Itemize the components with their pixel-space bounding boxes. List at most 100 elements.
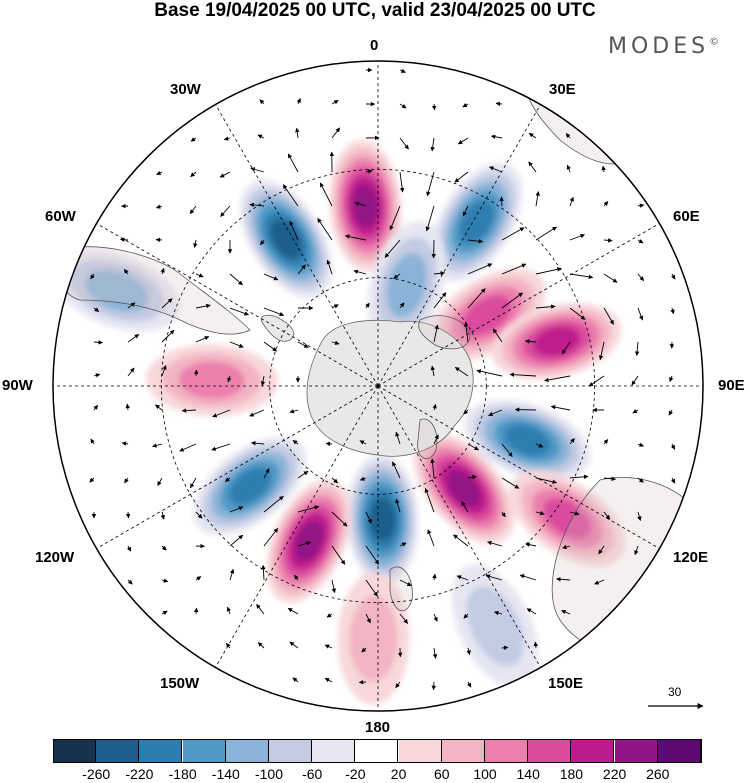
wind-arrow (325, 441, 333, 447)
colorbar-tick-label: 260 (646, 766, 670, 782)
wind-arrow (225, 642, 231, 649)
wind-arrow (462, 205, 469, 217)
wind-arrow (603, 476, 617, 482)
wind-arrow (365, 613, 371, 624)
colorbar-swatch (398, 739, 442, 763)
colorbar-swatch (312, 739, 356, 763)
wind-arrow (603, 307, 614, 325)
wind-arrow (287, 153, 299, 173)
wind-arrow (160, 267, 165, 275)
wind-arrow (250, 167, 265, 173)
colorbar (53, 739, 701, 763)
colorbar-swatch (96, 739, 140, 763)
wind-arrow (190, 171, 197, 178)
wind-arrow (501, 477, 520, 489)
wind-arrow (433, 324, 439, 343)
wind-arrow (219, 171, 231, 178)
wind-arrow (195, 303, 211, 309)
wind-arrow (127, 367, 135, 377)
wind-arrow (463, 409, 469, 415)
wind-arrow (326, 259, 333, 275)
wind-arrow (461, 501, 469, 513)
wind-arrow (671, 273, 676, 280)
meridian-line (96, 223, 379, 387)
wind-arrow (637, 307, 644, 321)
wind-arrow (365, 545, 380, 565)
wind-arrow (454, 366, 469, 377)
wind-arrow (211, 443, 231, 451)
wind-arrow (161, 545, 167, 551)
wind-arrow (490, 134, 503, 139)
wind-arrow (463, 322, 469, 343)
wind-arrow (223, 136, 231, 141)
wind-arrow (569, 474, 589, 480)
anomaly-13-level-2 (85, 269, 149, 312)
wind-arrow (528, 161, 537, 173)
wind-arrow (127, 579, 133, 585)
colorbar-outline (53, 739, 702, 763)
wind-arrow (282, 184, 299, 207)
wind-arrow (499, 196, 504, 207)
wind-arrow (603, 238, 613, 243)
wind-arrow (399, 579, 412, 587)
wind-arrow (263, 468, 270, 479)
colorbar-swatch (441, 739, 485, 763)
wind-arrow (569, 307, 586, 320)
wind-arrow (519, 574, 537, 581)
wind-arrow (430, 458, 435, 479)
wind-arrow (361, 647, 367, 653)
wind-arrow (155, 237, 163, 243)
wind-arrow (462, 103, 469, 108)
wind-arrow (535, 226, 557, 241)
wind-arrow (297, 470, 309, 479)
lon-label-30e: 30E (549, 81, 576, 98)
wind-arrow (156, 170, 163, 176)
wind-arrow (467, 288, 486, 309)
colorbar-swatch (225, 739, 269, 763)
wind-arrow (297, 541, 312, 547)
anomaly-7-level-3 (543, 498, 592, 539)
wind-arrow (359, 440, 367, 445)
lon-label-180: 180 (365, 719, 391, 736)
wind-arrow (430, 365, 436, 377)
wind-arrow (424, 487, 435, 513)
wind-arrow (263, 341, 278, 352)
wind-arrow (229, 534, 244, 547)
map-border (52, 60, 704, 712)
wind-arrow (501, 292, 524, 309)
colorbar-tick-label: -60 (302, 766, 323, 782)
wind-arrow (588, 375, 605, 387)
wind-arrow (190, 137, 197, 142)
anomaly-4-level-3 (462, 295, 512, 336)
wind-arrow (220, 205, 231, 217)
wind-arrow (189, 205, 197, 215)
colorbar-tick-label: -260 (82, 766, 111, 782)
wind-arrow (456, 575, 469, 581)
lon-label-120e: 120E (673, 549, 709, 566)
colorbar-tick-label: 140 (516, 766, 540, 782)
wind-arrow (331, 511, 348, 527)
meridian-line (377, 385, 541, 668)
colorbar-swatch (485, 739, 528, 763)
anomaly-5-level-4 (533, 326, 581, 357)
wind-arrow (152, 443, 163, 448)
wind-arrow (260, 375, 266, 386)
colorbar-tick-label: -20 (345, 766, 366, 782)
wind-arrow (155, 404, 163, 411)
wind-arrow (365, 579, 378, 597)
colorbar-tick-label: 100 (473, 766, 497, 782)
meridian-line (377, 223, 660, 387)
meridian-line (377, 104, 541, 387)
anomaly-10-level-5 (294, 520, 324, 562)
height-anomaly-field (53, 139, 626, 705)
wind-arrow (331, 340, 340, 346)
wind-arrow (127, 302, 136, 309)
wind-arrow (161, 298, 173, 309)
wind-arrow (195, 576, 202, 581)
wind-arrow (256, 603, 265, 615)
wind-arrow (395, 498, 401, 513)
wind-arrow (89, 477, 95, 483)
wind-arrow (550, 405, 571, 411)
wind-arrow (224, 477, 231, 483)
wind-arrow (263, 527, 279, 547)
